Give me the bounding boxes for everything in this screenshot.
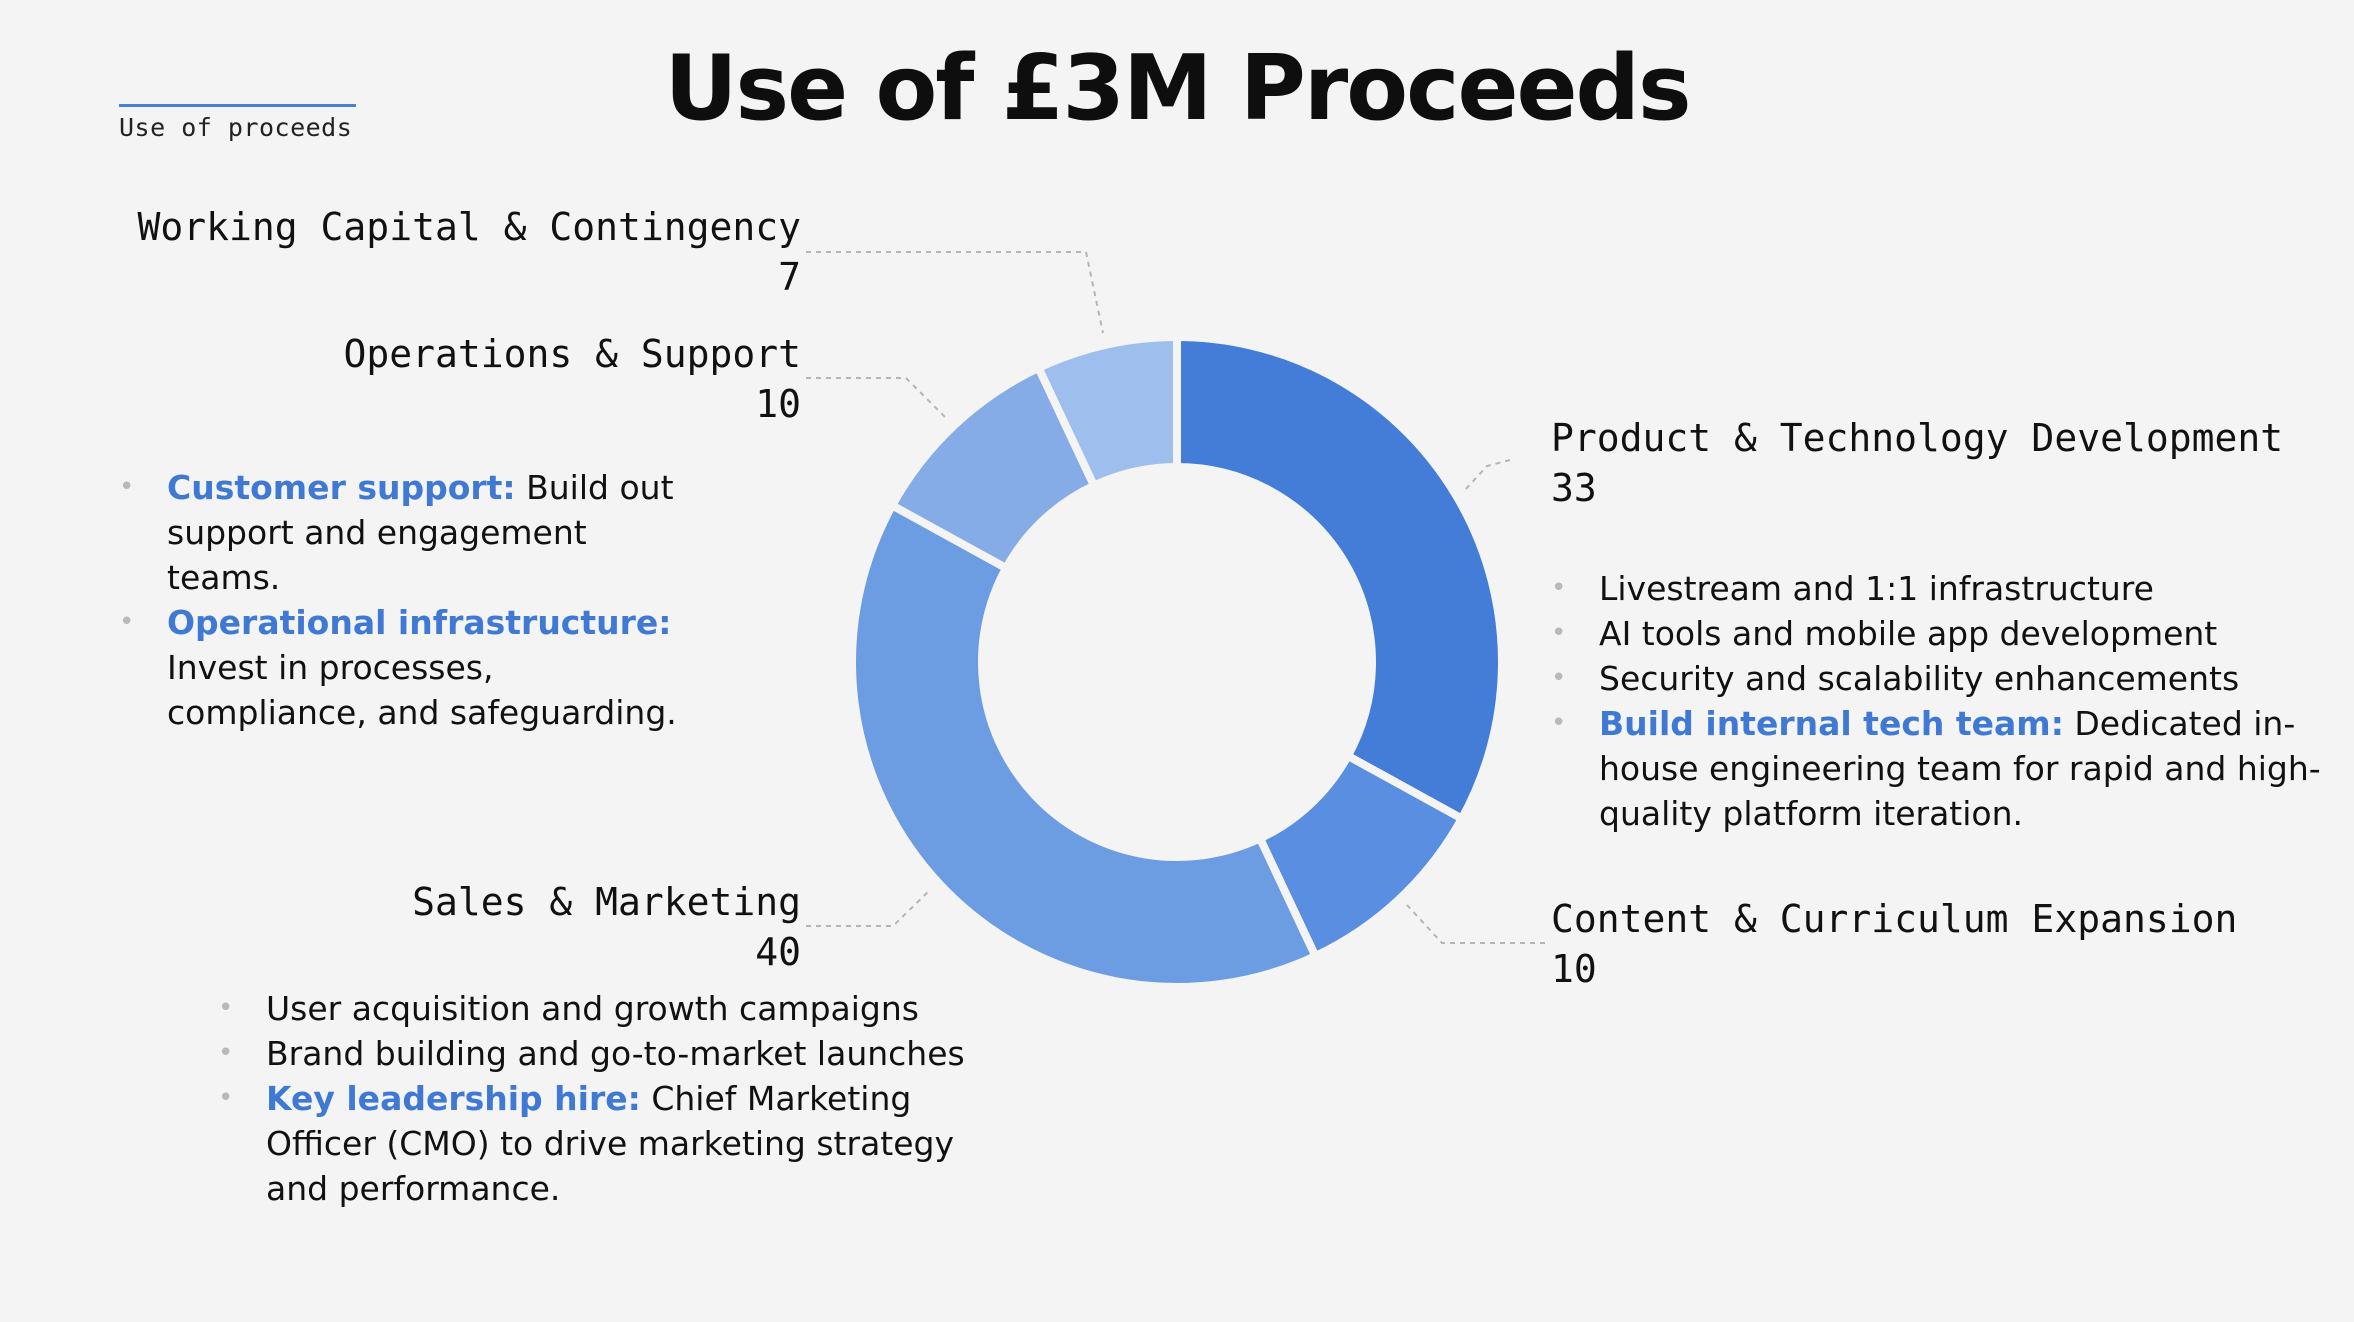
donut-slice-product-technology-development <box>1173 333 1506 823</box>
bullet-item: Build internal tech team: Dedicated in-h… <box>1551 701 2331 836</box>
bullet-item: Security and scalability enhancements <box>1551 656 2331 701</box>
leader-line-wcc <box>806 251 1104 334</box>
bullet-highlight: Build internal tech team: <box>1599 704 2064 743</box>
label-content-curriculum-name: Content & Curriculum Expansion <box>1551 897 2238 941</box>
leader-line-ops <box>806 377 947 419</box>
bullet-text: Livestream and 1:1 infrastructure <box>1599 569 2154 608</box>
bullet-item: AI tools and mobile app development <box>1551 611 2331 656</box>
section-label-rule <box>119 104 356 107</box>
donut-slices <box>847 333 1506 991</box>
label-product-tech: Product & Technology Development 33 <box>1551 413 2283 513</box>
bullet-item: Key leadership hire: Chief Marketing Off… <box>218 1076 978 1211</box>
bullet-highlight: Customer support: <box>167 468 516 507</box>
bullet-item: Operational infrastructure: Invest in pr… <box>119 600 699 735</box>
bullet-highlight: Operational infrastructure: <box>167 603 672 642</box>
bullet-text: Chief Marketing Officer (CMO) to drive m… <box>266 1079 955 1208</box>
donut-slice-sales-marketing <box>847 501 1320 991</box>
bullet-text: Dedicated in-house engineering team for … <box>1599 704 2321 833</box>
label-sales-marketing-value: 40 <box>755 930 801 974</box>
label-content-curriculum-value: 10 <box>1551 947 1597 991</box>
leader-line-cce <box>1406 904 1545 944</box>
label-operations-name: Operations & Support <box>343 332 801 376</box>
donut-slice-working-capital-contingency <box>1034 333 1181 490</box>
bullet-text: AI tools and mobile app development <box>1599 614 2218 653</box>
label-content-curriculum: Content & Curriculum Expansion 10 <box>1551 894 2237 994</box>
label-operations-value: 10 <box>755 382 801 426</box>
section-label: Use of proceeds <box>119 104 356 142</box>
leader-line-sm <box>806 889 931 927</box>
label-operations: Operations & Support 10 <box>343 329 801 429</box>
label-sales-marketing: Sales & Marketing 40 <box>412 877 801 977</box>
ptd-bullet-list: Livestream and 1:1 infrastructure AI too… <box>1551 566 2331 836</box>
bullet-text: User acquisition and growth campaigns <box>266 989 919 1028</box>
bullet-highlight: Key leadership hire: <box>266 1079 641 1118</box>
bullet-item: Brand building and go-to-market launches <box>218 1031 978 1076</box>
page-title: Use of £3M Proceeds <box>664 36 1691 141</box>
bullet-text: Security and scalability enhancements <box>1599 659 2240 698</box>
section-label-text: Use of proceeds <box>119 113 353 142</box>
label-working-capital-name: Working Capital & Contingency <box>137 205 801 249</box>
sm-bullet-list: User acquisition and growth campaigns Br… <box>218 986 978 1211</box>
label-product-tech-name: Product & Technology Development <box>1551 416 2284 460</box>
label-working-capital: Working Capital & Contingency 7 <box>138 202 801 302</box>
leader-line-ptd <box>1464 459 1511 491</box>
bullet-text: Invest in processes, compliance, and saf… <box>167 648 677 732</box>
bullet-item: Livestream and 1:1 infrastructure <box>1551 566 2331 611</box>
label-working-capital-value: 7 <box>778 255 801 299</box>
bullet-item: User acquisition and growth campaigns <box>218 986 978 1031</box>
ops-bullet-list: Customer support: Build out support and … <box>119 465 699 735</box>
bullet-text: Build out support and engagement teams. <box>167 468 674 597</box>
label-product-tech-value: 33 <box>1551 466 1597 510</box>
label-sales-marketing-name: Sales & Marketing <box>412 880 801 924</box>
leader-lines <box>806 251 1545 944</box>
bullet-item: Customer support: Build out support and … <box>119 465 699 600</box>
bullet-text: Brand building and go-to-market launches <box>266 1034 965 1073</box>
